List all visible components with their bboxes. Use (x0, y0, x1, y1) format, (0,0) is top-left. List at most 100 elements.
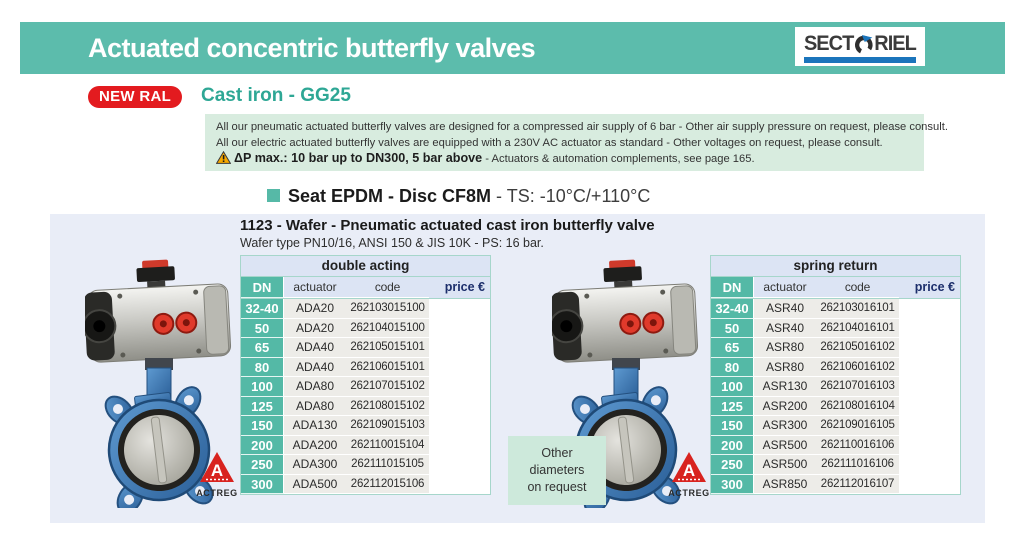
actreg-label: ACTREG (668, 488, 710, 498)
actreg-logo: A ACTREG (193, 452, 241, 498)
col-header-price: price € (899, 277, 960, 298)
code-cell: 262110016106 (816, 435, 899, 455)
code-cell: 262108016104 (816, 396, 899, 416)
actuator-cell: ADA500 (284, 474, 346, 494)
actuator-cell: ASR40 (754, 318, 816, 338)
table-row: 300 ADA500 262112015106 (241, 474, 490, 494)
price-cell (899, 318, 960, 338)
seat-heading: Seat EPDM - Disc CF8M - TS: -10°C/+110°C (267, 186, 650, 207)
table-row: 80 ADA40 262106015101 (241, 357, 490, 377)
product-subtitle: Wafer type PN10/16, ANSI 150 & JIS 10K -… (240, 236, 544, 250)
svg-text:A: A (211, 461, 223, 480)
actuator-cell: ASR500 (754, 435, 816, 455)
price-cell (899, 455, 960, 475)
code-cell: 262103015100 (346, 299, 429, 319)
table-header-row: DN actuator code price € (241, 277, 490, 299)
seat-heading-bold: Seat EPDM - Disc CF8M (288, 186, 492, 206)
svg-text:A: A (683, 461, 695, 480)
table-row: 100 ASR130 262107016103 (711, 377, 960, 397)
code-cell: 262106015101 (346, 357, 429, 377)
table-row: 32-40 ADA20 262103015100 (241, 299, 490, 319)
actuator-cell: ADA20 (284, 318, 346, 338)
actuator-cell: ASR200 (754, 396, 816, 416)
code-cell: 262103016101 (816, 299, 899, 319)
code-cell: 262104015100 (346, 318, 429, 338)
code-cell: 262109015103 (346, 416, 429, 436)
actuator-cell: ADA80 (284, 377, 346, 397)
price-cell (899, 416, 960, 436)
col-header-dn: DN (241, 277, 284, 298)
price-cell (899, 299, 960, 319)
col-header-code: code (346, 277, 429, 298)
table-row: 125 ASR200 262108016104 (711, 396, 960, 416)
dn-cell: 300 (711, 474, 754, 494)
dn-cell: 32-40 (711, 299, 754, 319)
info-line-2: All our electric actuated butterfly valv… (216, 136, 883, 149)
warning-icon (215, 150, 232, 164)
code-cell: 262109016105 (816, 416, 899, 436)
dn-cell: 50 (711, 318, 754, 338)
table-row: 150 ADA130 262109015103 (241, 416, 490, 436)
dn-cell: 250 (711, 455, 754, 475)
dn-cell: 32-40 (241, 299, 284, 319)
price-cell (429, 455, 490, 475)
actuator-cell: ADA40 (284, 338, 346, 358)
table-row: 50 ASR40 262104016101 (711, 318, 960, 338)
price-cell (429, 416, 490, 436)
table-row: 125 ADA80 262108015102 (241, 396, 490, 416)
sectoriel-logo: SECT RIEL (795, 27, 925, 66)
info-box: All our pneumatic actuated butterfly val… (205, 114, 948, 171)
dn-cell: 125 (241, 396, 284, 416)
price-cell (899, 377, 960, 397)
price-cell (899, 357, 960, 377)
actuator-cell: ASR80 (754, 357, 816, 377)
col-header-actuator: actuator (284, 277, 346, 298)
logo-underline (804, 57, 916, 63)
actuator-cell: ASR130 (754, 377, 816, 397)
table-row: 80 ASR80 262106016102 (711, 357, 960, 377)
other-diameters-line: on request (527, 480, 587, 494)
code-cell: 262111016106 (816, 455, 899, 475)
actreg-triangle-icon: A (200, 452, 234, 482)
price-cell (429, 435, 490, 455)
table-title: spring return (711, 256, 960, 277)
info-line-1: All our pneumatic actuated butterfly val… (216, 121, 948, 133)
actuator-cell: ASR80 (754, 338, 816, 358)
code-cell: 262104016101 (816, 318, 899, 338)
dn-cell: 200 (241, 435, 284, 455)
logo-text: SECT RIEL (804, 32, 917, 56)
dn-cell: 80 (711, 357, 754, 377)
table-row: 200 ADA200 262110015104 (241, 435, 490, 455)
table-title: double acting (241, 256, 490, 277)
dn-cell: 65 (241, 338, 284, 358)
code-cell: 262106016102 (816, 357, 899, 377)
code-cell: 262110015104 (346, 435, 429, 455)
code-cell: 262112015106 (346, 474, 429, 494)
actuator-cell: ASR850 (754, 474, 816, 494)
table-row: 100 ADA80 262107015102 (241, 377, 490, 397)
actreg-label: ACTREG (196, 488, 238, 498)
product-title: 1123 - Wafer - Pneumatic actuated cast i… (240, 217, 655, 234)
seat-heading-rest: - TS: -10°C/+110°C (491, 186, 651, 206)
col-header-actuator: actuator (754, 277, 816, 298)
logo-text-left: SECT (804, 32, 854, 55)
square-bullet-icon (267, 189, 280, 202)
col-header-code: code (816, 277, 899, 298)
page-title: Actuated concentric butterfly valves (88, 33, 536, 63)
other-diameters-line: diameters (529, 463, 585, 477)
info-line-3: ΔP max.: 10 bar up to DN300, 5 bar above… (215, 150, 924, 168)
actreg-logo: A ACTREG (665, 452, 713, 498)
price-cell (429, 377, 490, 397)
table-row: 250 ASR500 262111016106 (711, 455, 960, 475)
price-cell (429, 357, 490, 377)
dp-max-text: ΔP max.: 10 bar up to DN300, 5 bar above (234, 151, 483, 165)
price-cell (429, 338, 490, 358)
dn-cell: 125 (711, 396, 754, 416)
table-row: 32-40 ASR40 262103016101 (711, 299, 960, 319)
dn-cell: 250 (241, 455, 284, 475)
code-cell: 262108015102 (346, 396, 429, 416)
dn-cell: 80 (241, 357, 284, 377)
price-cell (899, 338, 960, 358)
table-header-row: DN actuator code price € (711, 277, 960, 299)
